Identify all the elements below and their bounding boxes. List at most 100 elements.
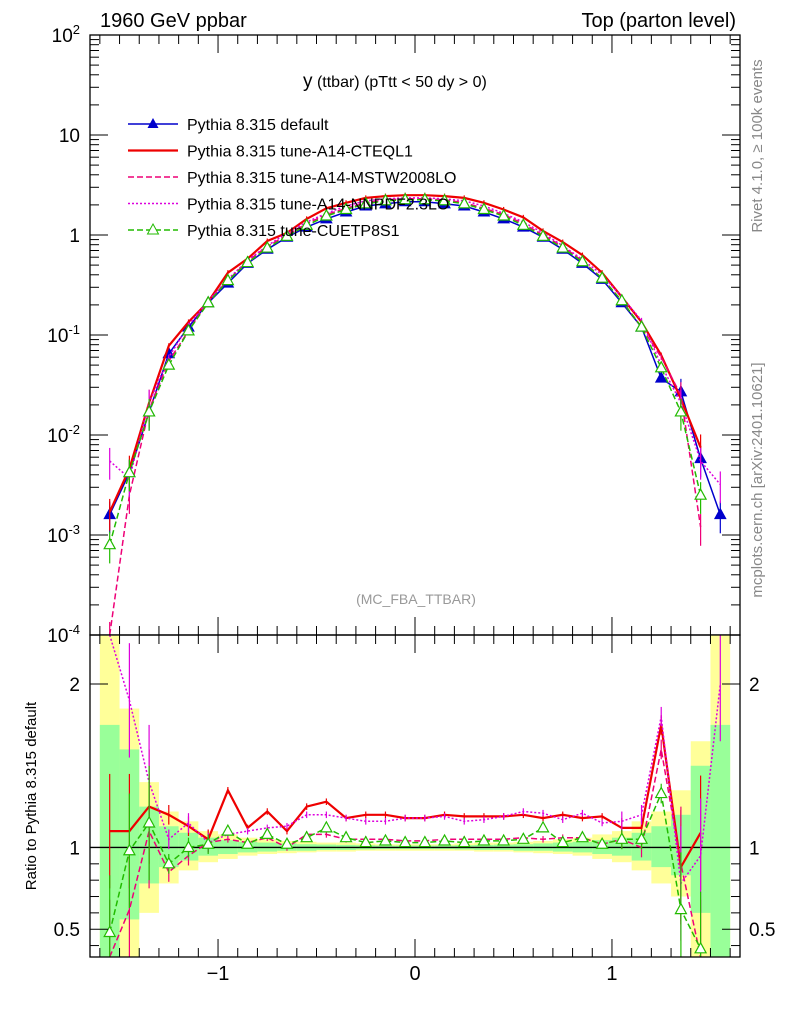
ratio-point: [516, 832, 530, 844]
main-series-line: [108, 198, 702, 636]
main-point: [674, 404, 688, 417]
main-point: [260, 240, 274, 253]
main-ytick-label: 10-2: [47, 422, 80, 447]
ratio-band-green: [651, 826, 672, 868]
header-right: Top (parton level): [581, 10, 736, 32]
ratio-series-line: [108, 634, 722, 886]
ratio-point: [694, 941, 708, 954]
header-left: 1960 GeV ppbar: [100, 10, 247, 32]
ratio-point: [103, 925, 117, 938]
legend-marker: [147, 118, 159, 128]
main-point: [398, 192, 412, 205]
main-point: [595, 270, 609, 283]
ratio-point: [654, 786, 668, 799]
ratio-xtick-label: −1: [207, 963, 230, 985]
ratio-point: [162, 856, 176, 869]
main-point: [536, 229, 550, 241]
ratio-point: [536, 820, 550, 833]
main-series-3: [109, 195, 721, 504]
ratio-ytick-label-right: 1: [749, 838, 760, 859]
ratio-point: [122, 843, 136, 856]
main-series-1: [108, 192, 702, 531]
ratio-point: [260, 827, 274, 840]
ratio-point: [280, 836, 294, 849]
main-ytick-label: 1: [69, 226, 80, 247]
ratio-point: [457, 835, 471, 848]
main-point: [418, 192, 432, 205]
ratio-data-layer: [90, 634, 740, 958]
legend-entry-3: Pythia 8.315 tune-A14-NNPDF2.3LO: [128, 197, 449, 214]
main-point: [142, 404, 156, 417]
ratio-band-green: [710, 724, 731, 957]
legend-entry-2: Pythia 8.315 tune-A14-MSTW2008LO: [128, 170, 456, 187]
legend-entry-0: Pythia 8.315 default: [128, 117, 329, 134]
main-point: [556, 240, 570, 253]
ratio-series-4: [103, 765, 708, 957]
ratio-ytick-label-left: 0.5: [54, 920, 80, 941]
ratio-ytick-label-right: 2: [749, 675, 760, 696]
main-point: [575, 254, 589, 267]
ratio-point: [556, 835, 570, 848]
legend-entry-1: Pythia 8.315 tune-A14-CTEQL1: [128, 144, 413, 161]
ratio-point: [241, 836, 255, 849]
ratio-point: [201, 836, 215, 849]
ratio-point: [181, 840, 195, 853]
main-point: [162, 357, 176, 370]
main-point: [221, 273, 235, 286]
main-point: [378, 193, 392, 206]
legend-label: Pythia 8.315 tune-A14-NNPDF2.3LO: [187, 197, 449, 214]
legend-label: Pythia 8.315 tune-A14-MSTW2008LO: [187, 170, 456, 187]
main-ytick-label: 10-4: [47, 622, 80, 647]
ratio-point: [438, 833, 452, 846]
ratio-point: [477, 833, 491, 846]
ratio-point: [319, 820, 333, 833]
legend-label: Pythia 8.315 default: [187, 117, 329, 134]
main-panel: 10-4 10-3 10-2 10-1 1 10 102 y (ttbar) (pTtt <…: [47, 22, 741, 647]
main-point: [654, 371, 668, 383]
ratio-point: [339, 830, 353, 843]
main-point: [497, 208, 511, 221]
ratio-point: [398, 835, 412, 848]
main-data-layer: [103, 192, 727, 636]
ratio-series-3: [108, 634, 722, 941]
legend-marker: [146, 222, 160, 235]
main-point: [103, 537, 117, 550]
main-point: [241, 255, 255, 268]
main-point: [359, 196, 373, 209]
main-point: [654, 360, 668, 373]
ratio-point: [418, 835, 432, 848]
ratio-ylabel: Ratio to Pythia 8.315 default: [23, 701, 40, 890]
ratio-point: [378, 833, 392, 846]
ratio-point: [615, 832, 629, 844]
ratio-point: [300, 830, 314, 843]
ratio-frame: [89, 634, 741, 958]
main-point: [201, 295, 215, 308]
main-series-0: [103, 194, 727, 534]
ratio-xtick-label: 1: [606, 963, 617, 985]
ratio-ytick-label-left: 1: [69, 838, 80, 859]
main-series-line: [108, 194, 702, 513]
main-point: [477, 202, 491, 215]
main-series-line: [109, 197, 721, 485]
ratio-point: [635, 832, 649, 844]
ratio-ytick-label-left: 2: [69, 675, 80, 696]
ratio-axes: 0.5 0.5 1 1 2 2 −1 0 1: [54, 635, 775, 985]
main-point: [181, 323, 195, 336]
watermark: (MC_FBA_TTBAR): [356, 591, 476, 607]
main-point: [615, 293, 629, 306]
main-ytick-label: 102: [52, 22, 80, 47]
title-main: y: [303, 71, 313, 92]
ratio-point: [674, 902, 688, 915]
ratio-point: [142, 815, 156, 828]
main-point: [635, 319, 649, 332]
ratio-point: [575, 830, 589, 843]
legend-label: Pythia 8.315 tune-A14-CTEQL1: [187, 144, 413, 161]
ratio-point: [595, 836, 609, 849]
main-ytick-label: 10-1: [47, 322, 80, 347]
title-sub: (ttbar) (pTtt < 50 dy > 0): [313, 74, 487, 91]
legend-label: Pythia 8.315 tune-CUETP8S1: [187, 223, 400, 240]
main-point: [457, 196, 471, 209]
main-point: [713, 507, 727, 520]
main-point: [300, 218, 314, 230]
